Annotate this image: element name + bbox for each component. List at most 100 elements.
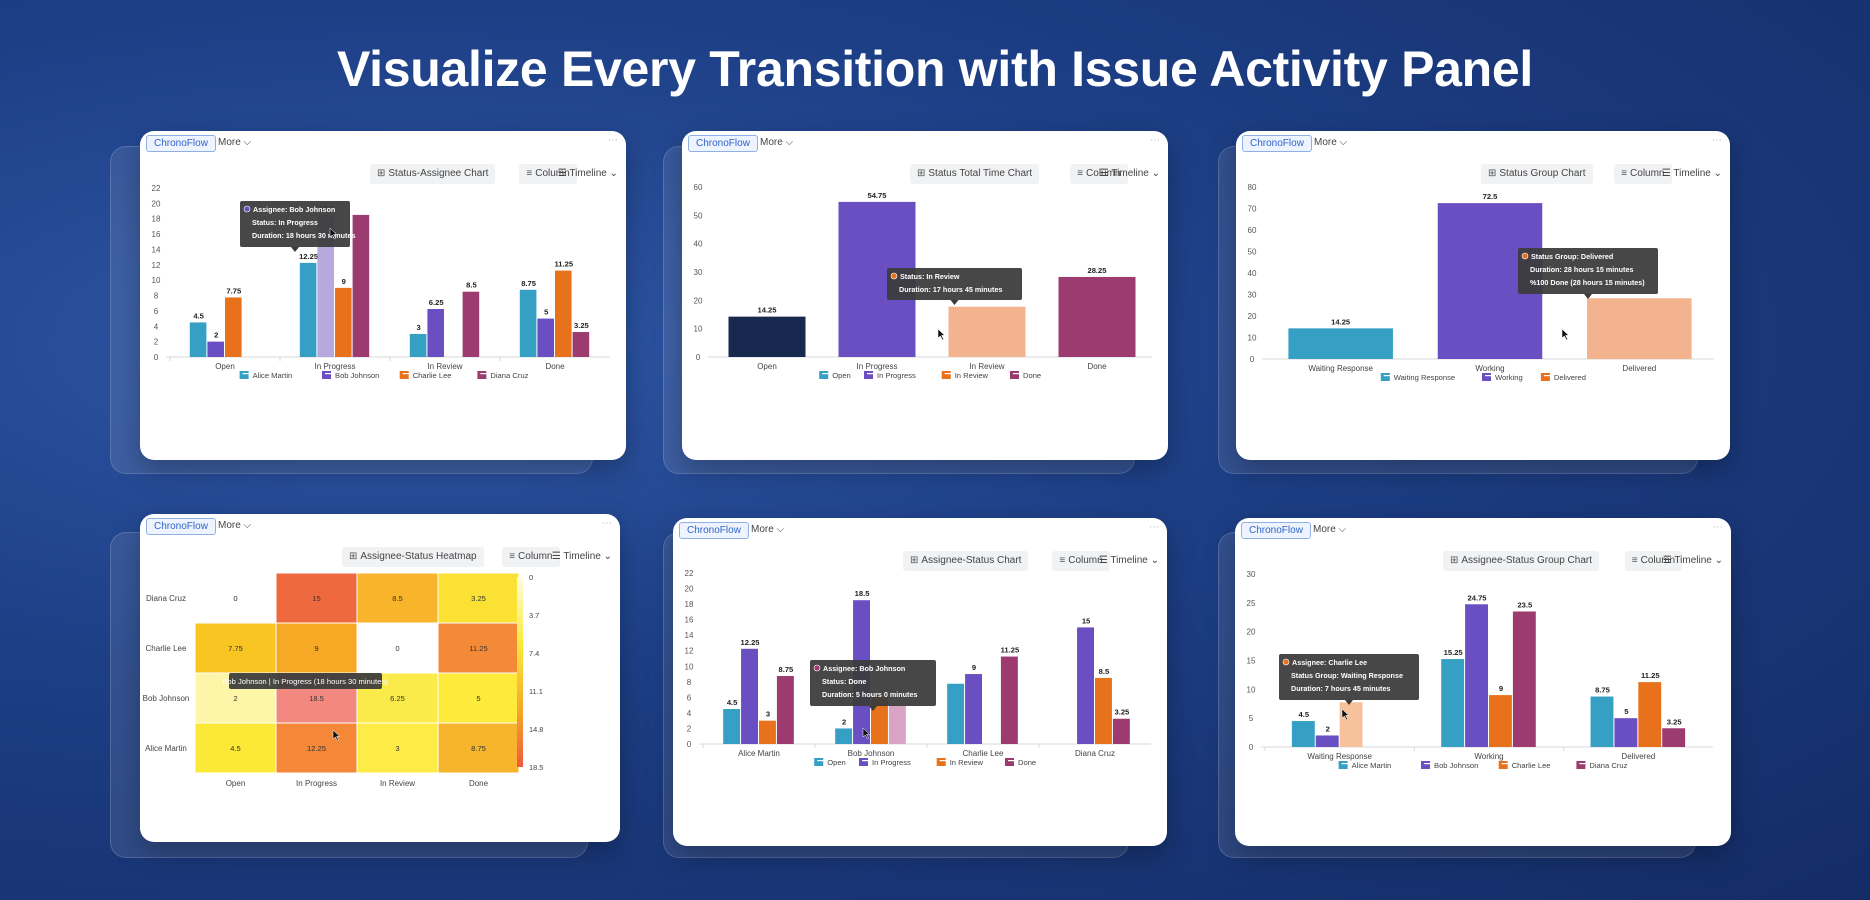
row-label: Diana Cruz <box>146 594 186 603</box>
chart-tooltip: Assignee: Bob Johnson Status: Done Duratio… <box>810 660 936 711</box>
column-button[interactable]: ≡ Column <box>1614 164 1672 184</box>
chronoflow-logo[interactable]: ChronoFlow <box>146 135 216 152</box>
expand-icon[interactable]: ⋯ <box>608 135 618 146</box>
bar-value-label: 6.25 <box>429 298 445 307</box>
timeline-icon: ☰ <box>1098 555 1111 566</box>
timeline-dropdown[interactable]: ☰ Timeline ⌄ <box>1099 551 1159 571</box>
chart-icon: ⊞ <box>1488 168 1497 179</box>
bar <box>1590 696 1614 747</box>
bar-value-label: 8.75 <box>1595 686 1611 695</box>
y-tick-label: 10 <box>1248 334 1257 343</box>
chart-legend: Open In Progress In Review Done <box>819 371 1041 380</box>
chronoflow-logo[interactable]: ChronoFlow <box>679 522 749 539</box>
more-menu[interactable]: More ⌵ <box>1313 524 1347 535</box>
chart-tooltip: Bob Johnson | In Progress (18 hours 30 m… <box>222 673 388 689</box>
bar <box>409 333 427 357</box>
y-tick-label: 10 <box>694 325 703 334</box>
more-menu[interactable]: More ⌵ <box>218 137 252 148</box>
expand-icon[interactable]: ⋯ <box>1149 522 1159 533</box>
chart-type-button[interactable]: ⊞ Status Group Chart <box>1481 164 1593 184</box>
column-button[interactable]: ≡ Column <box>1624 551 1683 571</box>
chart-type-button[interactable]: ⊞ Assignee-Status Chart <box>903 551 1029 571</box>
tooltip-line: Assignee: Bob Johnson <box>823 664 905 673</box>
tooltip-box <box>229 673 382 689</box>
legend-swatch-mark <box>1501 763 1508 765</box>
column-button[interactable]: ≡ Column <box>502 547 560 567</box>
bar-value-label: 24.75 <box>1468 593 1488 602</box>
heatmap-cell <box>356 572 439 624</box>
chronoflow-logo[interactable]: ChronoFlow <box>688 135 758 152</box>
y-tick-label: 14 <box>685 631 694 640</box>
legend-swatch <box>399 371 409 379</box>
timeline-dropdown[interactable]: ☰ Timeline ⌄ <box>558 164 618 184</box>
legend-swatch-mark <box>480 373 487 375</box>
legend-swatch <box>1005 758 1014 766</box>
timeline-icon: ☰ <box>1099 168 1112 179</box>
y-tick-label: 16 <box>152 230 161 239</box>
column-label: Open <box>226 779 246 788</box>
cell-value-label: 12.25 <box>307 744 326 753</box>
y-tick-label: 50 <box>1248 248 1257 257</box>
cell-value-label: 8.75 <box>471 744 486 753</box>
legend-swatch-mark <box>867 373 873 375</box>
bar <box>1465 604 1488 747</box>
y-tick-label: 80 <box>1248 183 1257 192</box>
chart-icon: ⊞ <box>910 555 919 566</box>
column-button[interactable]: ≡ Column <box>1052 551 1110 571</box>
bar <box>317 214 334 357</box>
chart-type-button[interactable]: ⊞ Assignee-Status Group Chart <box>1443 551 1600 571</box>
more-menu[interactable]: More ⌵ <box>1314 137 1348 148</box>
column-label: Column <box>1630 168 1665 179</box>
more-menu[interactable]: More ⌵ <box>760 137 794 148</box>
column-button[interactable]: ≡ Column <box>1070 164 1128 184</box>
scale-tick-label: 0 <box>529 573 533 582</box>
chronoflow-logo[interactable]: ChronoFlow <box>1241 522 1311 539</box>
assignee-status-heatmap-card: ChronoFlow More ⌵ ⋯ ⊞ Assignee-Status Heatma… <box>140 514 620 842</box>
bar <box>335 287 352 357</box>
expand-icon[interactable]: ⋯ <box>1713 522 1723 533</box>
timeline-dropdown[interactable]: ☰ Timeline ⌄ <box>552 547 612 567</box>
legend-label: Diana Cruz <box>490 371 528 380</box>
chronoflow-logo[interactable]: ChronoFlow <box>146 518 216 535</box>
column-button[interactable]: ≡ Column <box>519 164 577 184</box>
bar <box>723 709 741 744</box>
legend-swatch <box>1540 373 1550 381</box>
chart-tooltip: Status: In Review Duration: 17 hours 45 m… <box>887 268 1022 305</box>
legend-swatch <box>1421 761 1430 769</box>
expand-icon[interactable]: ⋯ <box>1712 135 1722 146</box>
x-tick-label: Open <box>757 362 777 371</box>
bar-value-label: 8.5 <box>1099 667 1110 676</box>
chart-type-button[interactable]: ⊞ Status Total Time Chart <box>910 164 1040 184</box>
chart-type-button[interactable]: ⊞ Status-Assignee Chart <box>370 164 496 184</box>
timeline-dropdown[interactable]: ☰ Timeline ⌄ <box>1662 164 1722 184</box>
bar <box>835 728 853 744</box>
chart-type-button[interactable]: ⊞ Assignee-Status Heatmap <box>342 547 484 567</box>
x-tick-label: Bob Johnson <box>848 749 895 758</box>
tooltip-box <box>1279 654 1419 700</box>
chronoflow-logo[interactable]: ChronoFlow <box>1242 135 1312 152</box>
tooltip-line: Duration: 5 hours 0 minutes <box>822 690 917 699</box>
y-tick-label: 14 <box>152 245 161 254</box>
tooltip-line: Assignee: Bob Johnson <box>253 205 335 214</box>
timeline-dropdown[interactable]: ☰ Timeline ⌄ <box>1663 551 1723 571</box>
bar <box>1058 276 1136 357</box>
legend-swatch <box>936 758 946 766</box>
legend-swatch <box>322 371 331 379</box>
expand-icon[interactable]: ⋯ <box>1150 135 1160 146</box>
page-title: Visualize Every Transition with Issue Ac… <box>337 41 1533 97</box>
more-menu[interactable]: More ⌵ <box>218 520 252 531</box>
bar <box>741 648 758 744</box>
mouse-cursor-icon <box>1561 328 1570 341</box>
expand-icon[interactable]: ⋯ <box>602 518 612 529</box>
x-tick-label: In Progress <box>315 362 356 371</box>
bar <box>1512 611 1536 747</box>
scale-tick-label: 3.7 <box>529 611 539 620</box>
bar <box>1291 721 1315 747</box>
legend-swatch <box>1010 371 1019 379</box>
mouse-cursor-icon <box>1341 708 1350 721</box>
tooltip-line: Bob Johnson | In Progress (18 hours 30 m… <box>222 677 388 686</box>
chart-tooltip: Assignee: Charlie Lee Status Group: Waiti… <box>1279 654 1419 705</box>
timeline-dropdown[interactable]: ☰ Timeline ⌄ <box>1100 164 1160 184</box>
legend-swatch-mark <box>1008 760 1014 762</box>
more-menu[interactable]: More ⌵ <box>751 524 785 535</box>
